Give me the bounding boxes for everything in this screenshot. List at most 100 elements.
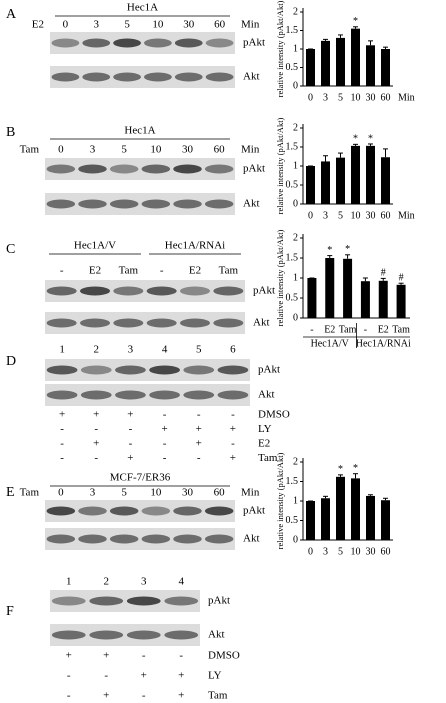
sign: - — [67, 670, 71, 682]
band — [46, 534, 76, 544]
band — [141, 199, 171, 209]
band — [180, 286, 210, 296]
y-tick-label: 1.5 — [286, 141, 299, 152]
y-tick-label: 2 — [293, 122, 298, 133]
x-tick-label: 0 — [308, 92, 313, 103]
band — [109, 506, 139, 516]
panel-label: F — [6, 604, 14, 619]
bar — [321, 498, 330, 540]
band — [204, 164, 234, 174]
bar — [381, 157, 390, 204]
lane-label: 5 — [124, 19, 130, 31]
band — [173, 506, 202, 516]
sign: - — [142, 690, 146, 702]
lane-label: 6 — [230, 344, 236, 356]
x-tick-label: 30 — [366, 546, 376, 557]
band — [149, 390, 180, 400]
lane-label: 60 — [214, 487, 226, 499]
x-tick-label: 30 — [366, 92, 376, 103]
y-tick-label: 1 — [293, 495, 298, 506]
significance: * — [368, 133, 373, 144]
band — [126, 596, 161, 606]
band — [51, 38, 80, 48]
blot-strip — [50, 590, 200, 612]
lane-label: 0 — [58, 144, 64, 156]
y-tick-label: 1 — [293, 43, 298, 54]
band-label: Akt — [243, 71, 260, 83]
band — [205, 72, 234, 82]
x-tick-label: 60 — [381, 546, 391, 557]
lane-label: 1 — [66, 576, 72, 588]
lane-label: 60 — [214, 19, 226, 31]
treatment: E2 — [32, 19, 44, 31]
band — [113, 38, 141, 48]
x-tick-label: 3 — [323, 210, 328, 221]
y-tick-label: 0 — [293, 80, 298, 91]
y-tick-label: 2 — [293, 232, 298, 243]
band — [80, 365, 112, 375]
sign: - — [197, 452, 201, 464]
sign: + — [196, 423, 202, 435]
bar — [336, 37, 345, 86]
band — [164, 596, 199, 606]
x-unit: Min — [398, 210, 415, 221]
lane-label: 3 — [141, 576, 147, 588]
x-tick-label: 5 — [338, 210, 343, 221]
y-tick-label: 2 — [293, 456, 298, 467]
lane-label: 4 — [162, 344, 168, 356]
unit: Min — [241, 487, 260, 499]
y-tick-label: 1.5 — [286, 476, 299, 487]
treatment-name: Tam — [258, 452, 278, 464]
sign: + — [196, 438, 202, 450]
blot-strip — [50, 32, 235, 54]
band — [141, 534, 171, 544]
band — [89, 596, 124, 606]
unit: Min — [241, 144, 260, 156]
significance: # — [399, 272, 404, 283]
band — [51, 596, 86, 606]
band — [217, 365, 249, 375]
bar — [351, 478, 360, 540]
x-tick-label: 3 — [323, 92, 328, 103]
sign: - — [129, 438, 133, 450]
treatment-name: LY — [258, 423, 272, 435]
y-tick-label: 0 — [293, 198, 298, 209]
sign: - — [104, 670, 108, 682]
y-tick-label: 1 — [293, 272, 298, 283]
bar — [306, 49, 315, 86]
band — [217, 390, 249, 400]
lane-label: 4 — [179, 576, 185, 588]
treatment-name: DMSO — [208, 650, 240, 662]
treatment-name: DMSO — [258, 409, 290, 421]
significance: * — [353, 463, 358, 474]
panel-label: B — [6, 125, 15, 140]
lane-label: 3 — [90, 487, 96, 499]
lane-label: 0 — [63, 19, 69, 31]
band — [51, 630, 86, 640]
band — [183, 390, 215, 400]
blot-strip — [50, 66, 235, 88]
bar — [381, 49, 390, 86]
band — [46, 365, 78, 375]
significance: * — [327, 245, 332, 256]
bar — [336, 157, 345, 204]
bar — [321, 40, 330, 86]
blot-strip — [45, 193, 235, 215]
y-tick-label: 1 — [293, 160, 298, 171]
band — [78, 199, 107, 209]
band — [204, 534, 234, 544]
band — [109, 534, 139, 544]
band — [113, 318, 144, 328]
sign: - — [179, 650, 183, 662]
sign: + — [178, 670, 184, 682]
band-label: Akt — [258, 389, 275, 401]
band — [173, 164, 202, 174]
sign: - — [231, 409, 235, 421]
y-tick-label: 1.5 — [286, 25, 299, 36]
band-label: pAkt — [243, 163, 265, 175]
sign: + — [93, 438, 99, 450]
lane-label: 0 — [58, 487, 64, 499]
x-tick-label: 5 — [338, 92, 343, 103]
x-tick-label: Tam — [392, 324, 410, 335]
band — [141, 164, 171, 174]
